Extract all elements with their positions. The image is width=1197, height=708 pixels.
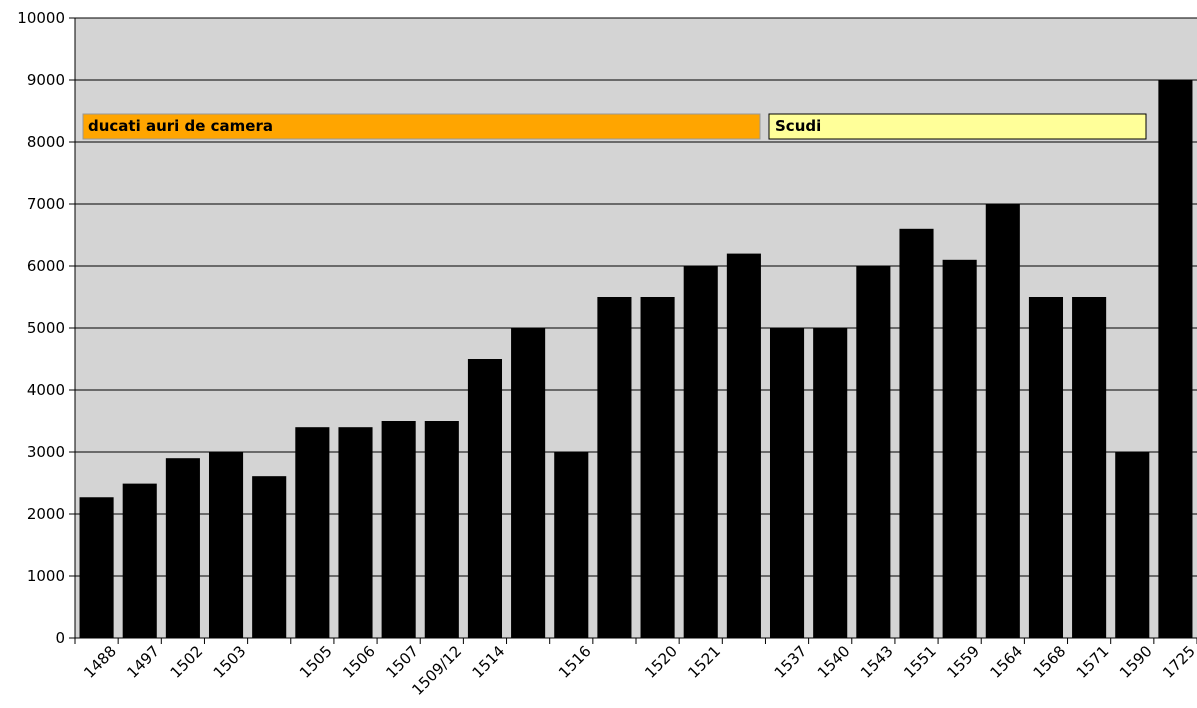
y-tick-label: 10000	[17, 9, 65, 27]
bar	[683, 266, 718, 638]
bar	[338, 427, 373, 638]
x-tick-label: 1520	[641, 642, 681, 682]
x-tick-label: 1568	[1030, 642, 1070, 682]
bar	[856, 266, 891, 638]
bar	[1028, 297, 1064, 638]
x-tick-label: 1725	[1159, 642, 1197, 682]
x-tick-label: 1521	[684, 642, 724, 682]
x-tick-label: 1537	[771, 642, 811, 682]
x-tick-label: 1505	[296, 642, 336, 682]
bar	[165, 458, 200, 638]
bar	[726, 253, 761, 638]
y-tick-label: 9000	[27, 71, 65, 89]
x-tick-label: 1564	[986, 642, 1026, 682]
x-tick-label: 1551	[900, 642, 940, 682]
band-ducati	[82, 113, 761, 140]
x-tick-label: 1540	[814, 642, 854, 682]
y-tick-label: 0	[55, 629, 65, 647]
y-tick-label: 7000	[27, 195, 65, 213]
bar	[1072, 297, 1107, 638]
x-tick-label: 1514	[469, 642, 509, 682]
bar	[1115, 452, 1150, 638]
bar	[79, 497, 114, 638]
bar	[769, 328, 805, 638]
y-tick-label: 3000	[27, 443, 65, 461]
y-tick-label: 1000	[27, 567, 65, 585]
y-tick-label: 4000	[27, 381, 65, 399]
bar	[985, 204, 1020, 638]
band-scudi	[768, 113, 1147, 140]
y-tick-label: 8000	[27, 133, 65, 151]
bar	[467, 359, 503, 638]
x-tick-label: 1502	[167, 642, 207, 682]
bar	[511, 328, 546, 638]
bar	[381, 421, 416, 638]
bar	[1158, 80, 1193, 638]
bars	[79, 80, 1193, 639]
bar	[942, 259, 977, 638]
x-tick-label: 1543	[857, 642, 897, 682]
x-tick-label: 1506	[339, 642, 379, 682]
x-tick-label: 1571	[1073, 642, 1113, 682]
x-tick-label: 1488	[80, 642, 120, 682]
x-tick-label: 1516	[555, 642, 595, 682]
period-bands: ducati auri de camera Scudi	[82, 113, 1147, 140]
x-tick-label: 1503	[210, 642, 250, 682]
bar	[122, 483, 157, 638]
bar	[554, 452, 589, 638]
bar	[640, 297, 675, 638]
x-tick-label: 1497	[123, 642, 163, 682]
x-tick-label: 1507	[382, 642, 422, 682]
bar	[813, 328, 848, 638]
bar	[208, 452, 244, 638]
bar	[424, 421, 459, 638]
bar	[899, 228, 934, 639]
x-tick-label: 1590	[1116, 642, 1156, 682]
y-tick-label: 5000	[27, 319, 65, 337]
band-scudi-label: Scudi	[775, 117, 821, 135]
bar	[295, 427, 330, 638]
y-tick-label: 2000	[27, 505, 65, 523]
band-ducati-label: ducati auri de camera	[88, 117, 273, 135]
x-tick-label: 1559	[943, 642, 983, 682]
bar	[252, 476, 287, 638]
bar	[597, 297, 632, 638]
y-tick-label: 6000	[27, 257, 65, 275]
y-axis: 0 1000 2000 3000 4000 5000 6000 7000 8000 9000 100…	[17, 9, 76, 647]
